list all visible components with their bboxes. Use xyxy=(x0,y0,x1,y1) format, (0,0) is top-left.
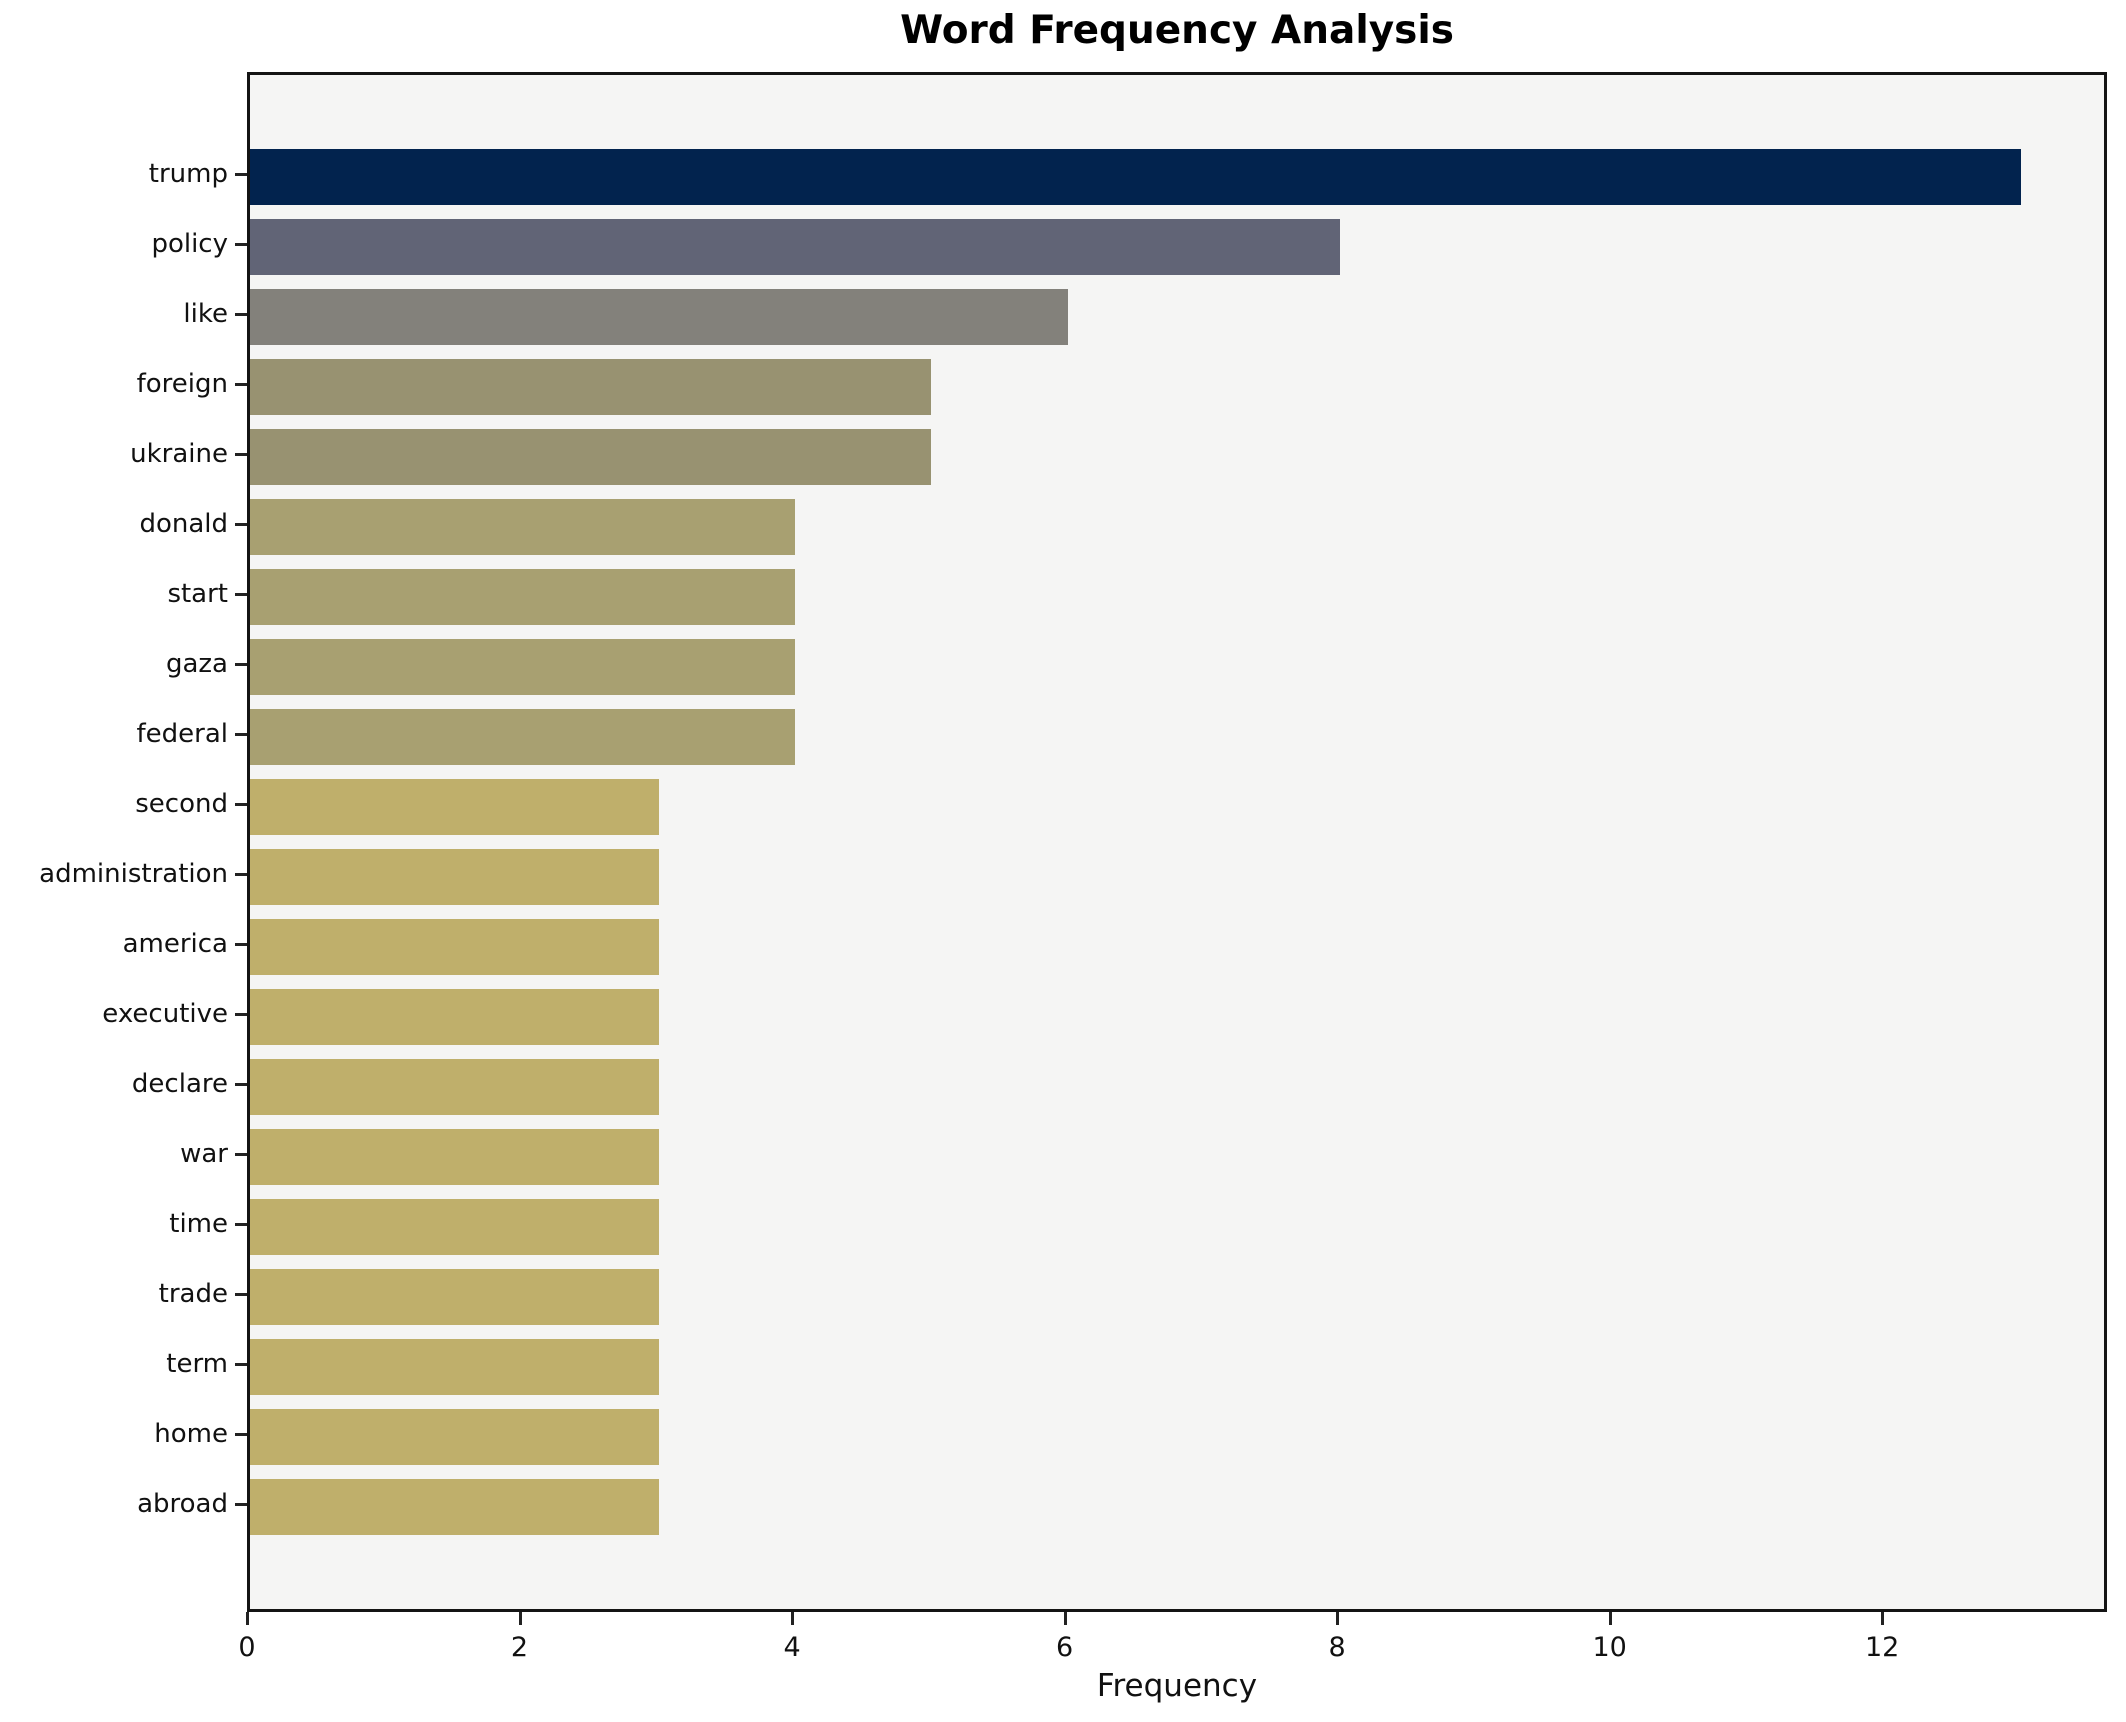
y-tick-label-abroad: abroad xyxy=(137,1489,228,1519)
x-tick-label: 2 xyxy=(510,1632,529,1663)
x-tick-label: 12 xyxy=(1864,1632,1900,1663)
bar-ukraine xyxy=(250,429,931,485)
y-tick-label-administration: administration xyxy=(39,859,228,889)
bar-war xyxy=(250,1129,659,1185)
x-tick-label: 6 xyxy=(1055,1632,1074,1663)
x-tick-mark xyxy=(791,1612,795,1625)
bar-trade xyxy=(250,1269,659,1325)
x-tick-mark xyxy=(1881,1612,1885,1625)
y-tick-label-policy: policy xyxy=(151,229,228,259)
y-tick-label-donald: donald xyxy=(139,509,228,539)
bar-executive xyxy=(250,989,659,1045)
bar-administration xyxy=(250,849,659,905)
y-tick-mark xyxy=(235,383,247,386)
bar-term xyxy=(250,1339,659,1395)
bar-declare xyxy=(250,1059,659,1115)
chart-title: Word Frequency Analysis xyxy=(900,8,1454,53)
x-tick-label: 4 xyxy=(783,1632,801,1663)
y-tick-mark xyxy=(235,593,247,596)
y-tick-label-home: home xyxy=(154,1419,228,1449)
y-tick-label-trump: trump xyxy=(148,159,228,189)
y-tick-label-federal: federal xyxy=(136,719,229,749)
y-tick-label-gaza: gaza xyxy=(165,649,228,679)
x-tick-label: 8 xyxy=(1328,1632,1346,1663)
x-tick-label: 10 xyxy=(1592,1632,1627,1663)
y-tick-label-declare: declare xyxy=(131,1069,228,1099)
y-tick-mark xyxy=(235,453,247,456)
x-tick-mark xyxy=(246,1612,249,1625)
x-tick-mark xyxy=(518,1612,522,1625)
bar-america xyxy=(250,919,659,975)
y-tick-mark xyxy=(235,663,247,666)
y-tick-mark xyxy=(235,1013,247,1016)
y-tick-label-executive: executive xyxy=(102,999,228,1029)
y-tick-mark xyxy=(235,523,247,526)
y-tick-mark xyxy=(235,733,247,736)
y-tick-label-like: like xyxy=(183,299,228,329)
y-tick-label-time: time xyxy=(169,1209,228,1239)
bar-gaza xyxy=(250,639,795,695)
y-tick-mark xyxy=(235,943,247,946)
bar-policy xyxy=(250,219,1340,275)
y-tick-mark xyxy=(235,1223,247,1226)
x-axis-label: Frequency xyxy=(1096,1668,1258,1704)
y-tick-mark xyxy=(235,873,247,876)
bar-federal xyxy=(250,709,795,765)
y-tick-label-trade: trade xyxy=(158,1279,228,1309)
y-tick-label-second: second xyxy=(135,789,228,819)
y-tick-mark xyxy=(235,243,247,246)
y-tick-label-term: term xyxy=(166,1349,228,1379)
bar-abroad xyxy=(250,1479,659,1535)
bar-donald xyxy=(250,499,795,555)
y-tick-mark xyxy=(235,1363,247,1366)
plot-area xyxy=(247,72,2107,1612)
y-tick-mark xyxy=(235,803,247,806)
y-tick-mark xyxy=(235,1083,247,1086)
y-tick-label-ukraine: ukraine xyxy=(130,439,228,469)
y-tick-mark xyxy=(235,173,247,176)
x-tick-mark xyxy=(1336,1612,1340,1625)
x-tick-label: 0 xyxy=(238,1632,256,1663)
y-tick-mark xyxy=(235,313,247,316)
y-tick-mark xyxy=(235,1153,247,1156)
bar-start xyxy=(250,569,795,625)
y-tick-mark xyxy=(235,1433,247,1436)
bar-second xyxy=(250,779,659,835)
bar-home xyxy=(250,1409,659,1465)
bar-foreign xyxy=(250,359,931,415)
y-tick-mark xyxy=(235,1503,247,1506)
x-tick-mark xyxy=(1608,1612,1612,1625)
bar-time xyxy=(250,1199,659,1255)
x-tick-mark xyxy=(1063,1612,1067,1625)
bar-like xyxy=(250,289,1068,345)
y-tick-label-war: war xyxy=(180,1139,228,1169)
bar-trump xyxy=(250,149,2021,205)
y-tick-label-start: start xyxy=(167,579,228,609)
y-tick-label-america: america xyxy=(122,929,228,959)
y-tick-label-foreign: foreign xyxy=(136,369,228,399)
y-tick-mark xyxy=(235,1293,247,1296)
